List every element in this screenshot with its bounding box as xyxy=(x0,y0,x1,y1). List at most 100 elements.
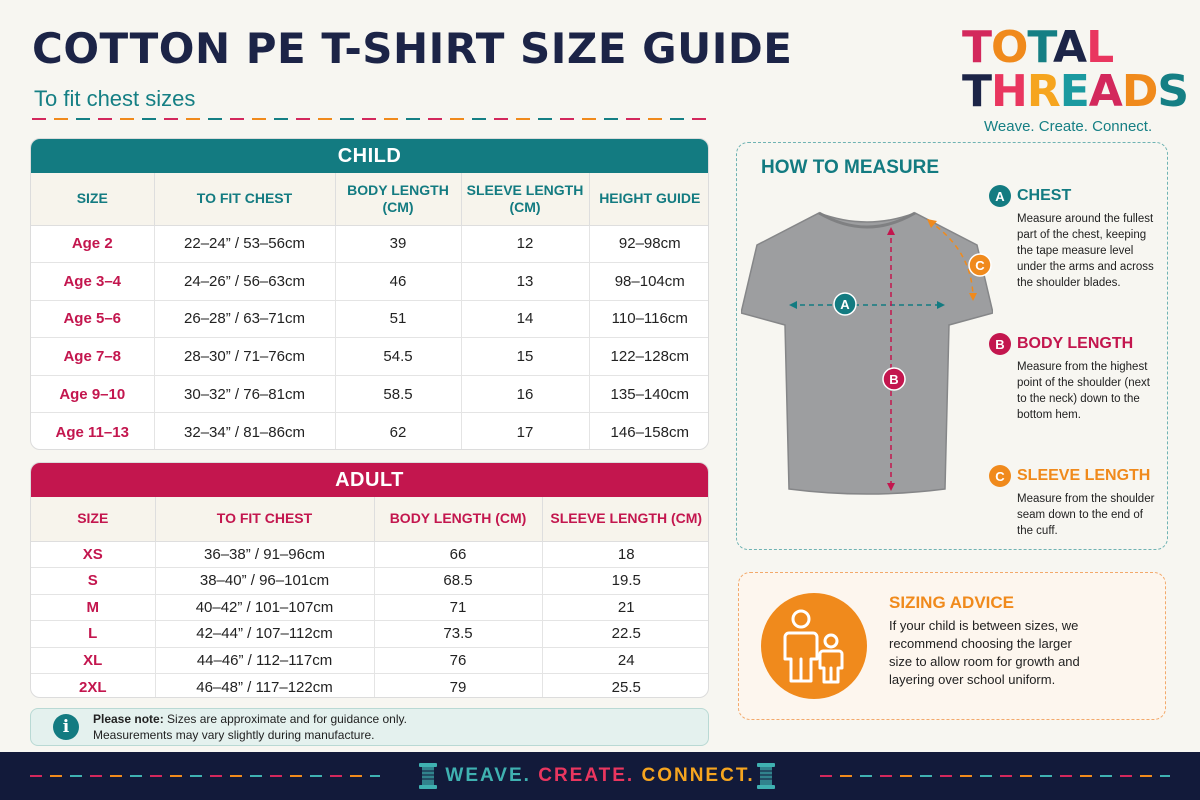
measure-item-description: Measure from the highest point of the sh… xyxy=(1017,361,1150,421)
measure-item-header: C SLEEVE LENGTH xyxy=(989,465,1159,487)
decorative-dashed-divider xyxy=(32,118,712,120)
measure-item-description: Measure from the shoulder seam down to t… xyxy=(1017,493,1155,537)
value-cell: 79 xyxy=(374,673,543,697)
sizing-advice-panel: SIZING ADVICE If your child is between s… xyxy=(738,572,1166,720)
value-cell: 51 xyxy=(335,300,462,339)
svg-text:C: C xyxy=(975,258,985,273)
badge-c-icon: C xyxy=(989,465,1011,487)
footer-band: WEAVE. CREATE. CONNECT. xyxy=(0,752,1200,800)
value-cell: 18 xyxy=(542,541,708,568)
value-cell: 58.5 xyxy=(335,375,462,414)
value-cell: 66 xyxy=(374,541,543,568)
sizing-advice-text: If your child is between sizes, we recom… xyxy=(889,618,1080,687)
badge-a-marker: A xyxy=(833,292,857,316)
adult-table-heading: ADULT xyxy=(31,463,708,497)
table-row: S 38–40” / 96–101cm 68.5 19.5 xyxy=(31,567,708,595)
measure-item-body-length: B BODY LENGTH Measure from the highest poi… xyxy=(989,333,1159,423)
adult-size-table: ADULT SIZE TO FIT CHEST BODY LENGTH (CM) SL… xyxy=(30,462,709,698)
tshirt-icon xyxy=(740,212,994,495)
size-cell: XS xyxy=(31,541,156,568)
badge-b-marker: B xyxy=(882,367,906,391)
value-cell: 44–46” / 112–117cm xyxy=(155,647,375,674)
value-cell: 15 xyxy=(461,337,590,376)
value-cell: 76 xyxy=(374,647,543,674)
value-cell: 39 xyxy=(335,225,462,264)
tshirt-diagram: A B C xyxy=(740,201,994,501)
value-cell: 36–38” / 91–96cm xyxy=(155,541,375,568)
size-cell: Age 9–10 xyxy=(31,375,155,414)
value-cell: 38–40” / 96–101cm xyxy=(155,567,375,595)
value-cell: 54.5 xyxy=(335,337,462,376)
size-cell: Age 5–6 xyxy=(31,300,155,339)
size-cell: Age 7–8 xyxy=(31,337,155,376)
note-line-2: Measurements may vary slightly during ma… xyxy=(93,728,375,742)
note-text: Please note: Sizes are approximate and f… xyxy=(93,711,407,743)
value-cell: 42–44” / 107–112cm xyxy=(155,620,375,648)
svg-text:B: B xyxy=(889,372,898,387)
value-cell: 62 xyxy=(335,412,462,449)
value-cell: 24–26” / 56–63cm xyxy=(154,262,336,301)
badge-a-icon: A xyxy=(989,185,1011,207)
note-line-1: Sizes are approximate and for guidance o… xyxy=(163,712,407,726)
value-cell: 28–30” / 71–76cm xyxy=(154,337,336,376)
how-to-measure-title: HOW TO MEASURE xyxy=(761,157,940,178)
guidance-note: i Please note: Sizes are approximate and… xyxy=(30,708,709,746)
table-row: Age 11–13 32–34” / 81–86cm 62 17 146–158cm xyxy=(31,412,708,449)
adult-table-header-row: SIZE TO FIT CHEST BODY LENGTH (CM) SLEEVE L… xyxy=(31,497,708,542)
value-cell: 92–98cm xyxy=(589,225,708,264)
value-cell: 46 xyxy=(335,262,462,301)
thread-spool-icon xyxy=(419,763,437,789)
table-row: XL 44–46” / 112–117cm 76 24 xyxy=(31,647,708,674)
footer-slogan-word: CREATE. xyxy=(538,765,635,786)
note-label: Please note: xyxy=(93,712,164,726)
measure-item-description: Measure around the fullest part of the c… xyxy=(1017,213,1154,289)
size-cell: Age 3–4 xyxy=(31,262,155,301)
value-cell: 22.5 xyxy=(542,620,708,648)
value-cell: 68.5 xyxy=(374,567,543,595)
measure-item-title: BODY LENGTH xyxy=(1017,335,1134,352)
value-cell: 30–32” / 76–81cm xyxy=(154,375,336,414)
measure-item-title: CHEST xyxy=(1017,187,1072,204)
column-header: SLEEVE LENGTH (CM) xyxy=(461,173,590,226)
value-cell: 32–34” / 81–86cm xyxy=(154,412,336,449)
footer-slogan-word: CONNECT. xyxy=(641,765,755,786)
column-header: TO FIT CHEST xyxy=(155,497,375,542)
value-cell: 24 xyxy=(542,647,708,674)
svg-text:A: A xyxy=(840,297,850,312)
child-table-header-row: SIZE TO FIT CHEST BODY LENGTH (CM) SLEEVE L… xyxy=(31,173,708,226)
sizing-advice-title: SIZING ADVICE xyxy=(889,593,1014,612)
value-cell: 40–42” / 101–107cm xyxy=(155,594,375,621)
value-cell: 12 xyxy=(461,225,590,264)
column-header: SLEEVE LENGTH (CM) xyxy=(542,497,708,542)
value-cell: 17 xyxy=(461,412,590,449)
footer-slogan: WEAVE. CREATE. CONNECT. xyxy=(0,765,1200,787)
value-cell: 14 xyxy=(461,300,590,339)
logo-line-2: THREADS xyxy=(962,66,1189,117)
measure-item-title: SLEEVE LENGTH xyxy=(1017,467,1151,484)
table-row: M 40–42” / 101–107cm 71 21 xyxy=(31,594,708,621)
measure-item-header: B BODY LENGTH xyxy=(989,333,1159,355)
column-header: SIZE xyxy=(31,173,155,226)
column-header: HEIGHT GUIDE xyxy=(589,173,708,226)
brand-logo: TOTAL THREADS Weave. Create. Connect. xyxy=(962,22,1189,136)
value-cell: 22–24” / 53–56cm xyxy=(154,225,336,264)
table-row: XS 36–38” / 91–96cm 66 18 xyxy=(31,541,708,568)
value-cell: 135–140cm xyxy=(589,375,708,414)
child-table-heading: CHILD xyxy=(31,139,708,173)
parent-child-icon xyxy=(761,593,867,699)
footer-dash-left xyxy=(30,775,380,777)
child-size-table: CHILD SIZE TO FIT CHEST BODY LENGTH (CM) SL… xyxy=(30,138,709,450)
value-cell: 122–128cm xyxy=(589,337,708,376)
logo-line-1: TOTAL xyxy=(962,22,1114,73)
size-cell: M xyxy=(31,594,156,621)
value-cell: 71 xyxy=(374,594,543,621)
table-row: Age 5–6 26–28” / 63–71cm 51 14 110–116cm xyxy=(31,300,708,339)
how-to-measure-panel: HOW TO MEASURE A B C A CHEST Measure aroun… xyxy=(736,142,1168,550)
table-row: L 42–44” / 107–112cm 73.5 22.5 xyxy=(31,620,708,648)
value-cell: 98–104cm xyxy=(589,262,708,301)
page-subtitle: To fit chest sizes xyxy=(34,86,196,111)
size-cell: Age 2 xyxy=(31,225,155,264)
value-cell: 26–28” / 63–71cm xyxy=(154,300,336,339)
value-cell: 146–158cm xyxy=(610,423,689,441)
value-cell: 73.5 xyxy=(374,620,543,648)
